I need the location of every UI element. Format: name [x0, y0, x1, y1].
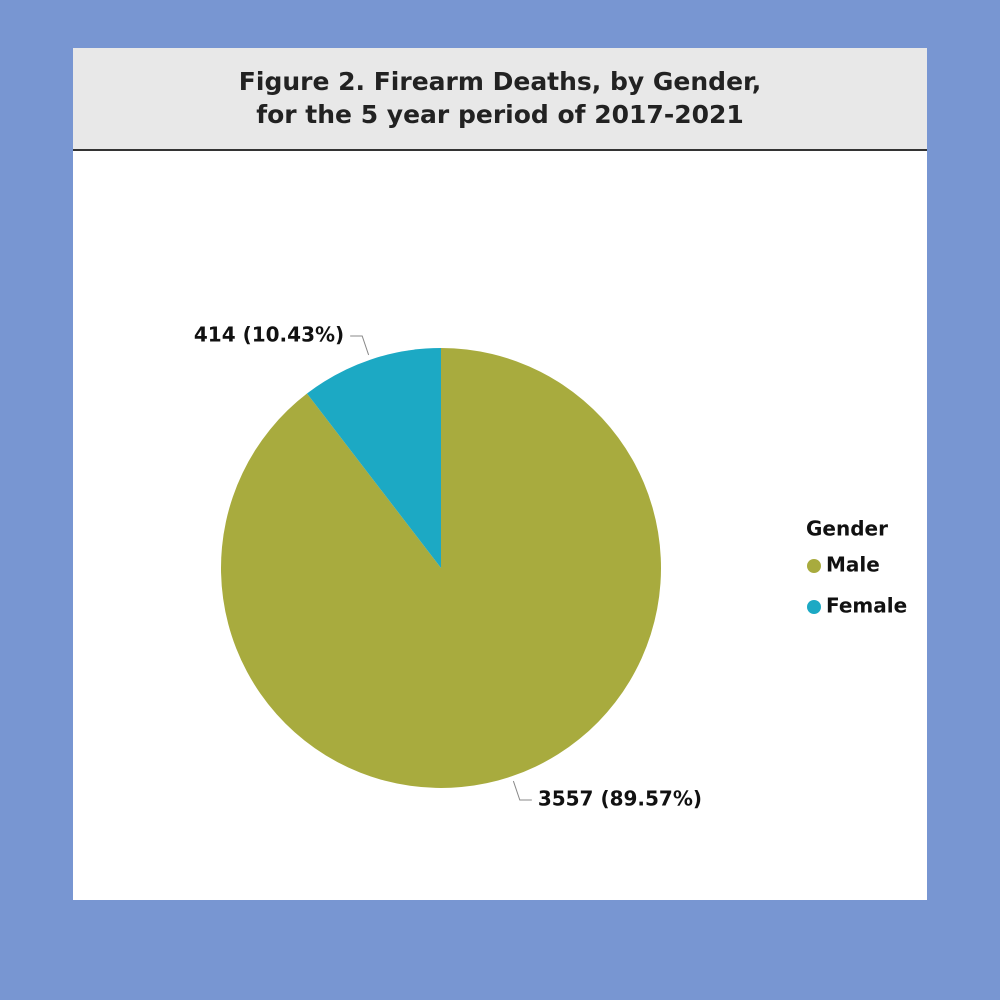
pie-slice: [220, 348, 661, 788]
leader-line: [350, 335, 370, 356]
pie-slice: [306, 348, 441, 568]
data-label: 414 (10.43%): [194, 323, 344, 347]
legend-title: Gender: [806, 517, 888, 541]
legend-label: Female: [826, 594, 907, 618]
legend-marker: [807, 559, 821, 573]
chart-title: Figure 2. Firearm Deaths, by Gender, for…: [238, 67, 762, 129]
legend-marker: [807, 600, 821, 614]
legend-label: Male: [826, 553, 880, 577]
chart-header: Figure 2. Firearm Deaths, by Gender, for…: [73, 48, 927, 151]
data-label: 3557 (89.57%): [538, 786, 702, 810]
leader-line: [512, 780, 532, 801]
